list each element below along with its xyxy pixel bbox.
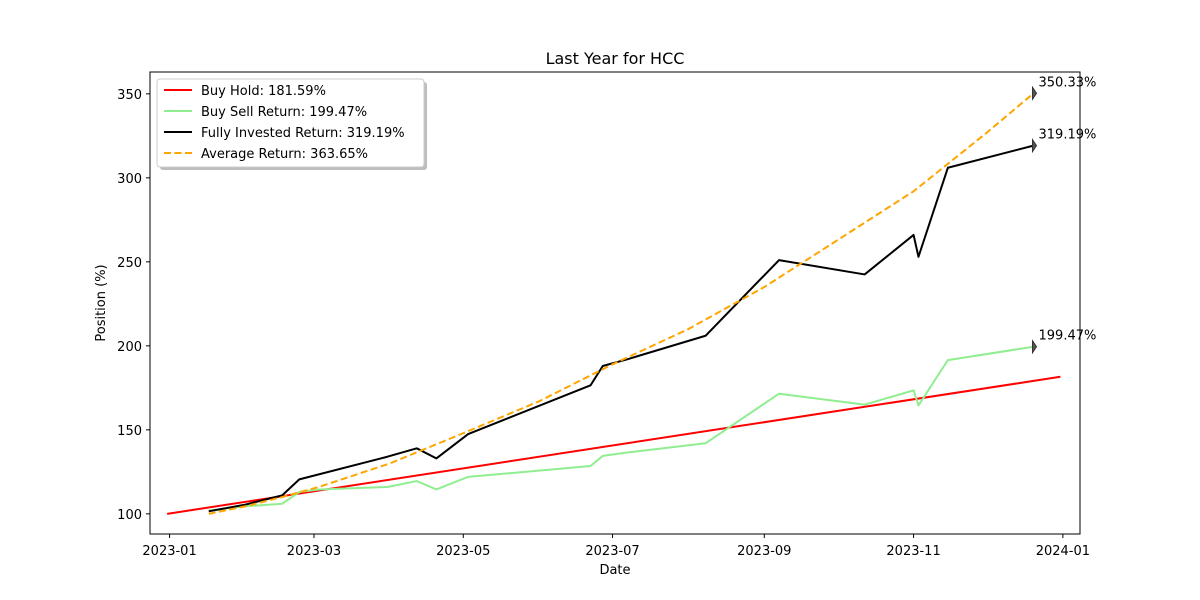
legend-label-1: Buy Sell Return: 199.47% [201,105,367,120]
y-tick-label: 300 [117,172,142,187]
x-tick-label: 2023-01 [142,544,196,559]
x-axis: 2023-01 2023-03 2023-05 2023-07 2023-09 2023-… [142,534,1090,559]
y-tick-label: 150 [117,424,142,439]
x-tick-label: 2023-05 [436,544,490,559]
chart-title: Last Year for HCC [546,49,685,68]
series-line-0 [166,375,1061,515]
y-tick-label: 200 [117,340,142,355]
x-tick-label: 2023-07 [585,544,639,559]
legend-label-2: Fully Invested Return: 319.19% [201,126,405,141]
series-line-3 [208,92,1035,515]
series-layer [166,92,1061,515]
end-annotations: 350.33% 319.19% 199.47% [1032,75,1097,355]
x-tick-label: 2023-03 [287,544,341,559]
legend: Buy Hold: 181.59% Buy Sell Return: 199.47… [156,78,427,170]
legend-label-3: Average Return: 363.65% [201,147,368,162]
x-axis-label: Date [599,563,630,578]
legend-box [156,78,425,168]
annotation-marker [1032,85,1038,101]
annotation-label: 199.47% [1039,329,1097,344]
x-tick-label: 2024-01 [1036,544,1090,559]
y-tick-label: 100 [117,508,142,523]
y-tick-label: 250 [117,256,142,271]
x-tick-label: 2023-09 [737,544,791,559]
y-tick-label: 350 [117,88,142,103]
annotation-marker [1032,137,1038,154]
series-line-2 [208,144,1034,513]
legend-label-0: Buy Hold: 181.59% [201,84,326,99]
annotation-marker [1032,339,1038,355]
annotation-label: 350.33% [1039,75,1097,90]
series-line-1 [208,345,1034,512]
x-tick-label: 2023-11 [886,544,940,559]
y-axis-label: Position (%) [94,264,109,341]
y-axis: 100 150 200 250 300 350 [117,88,150,523]
annotation-label: 319.19% [1039,128,1097,143]
